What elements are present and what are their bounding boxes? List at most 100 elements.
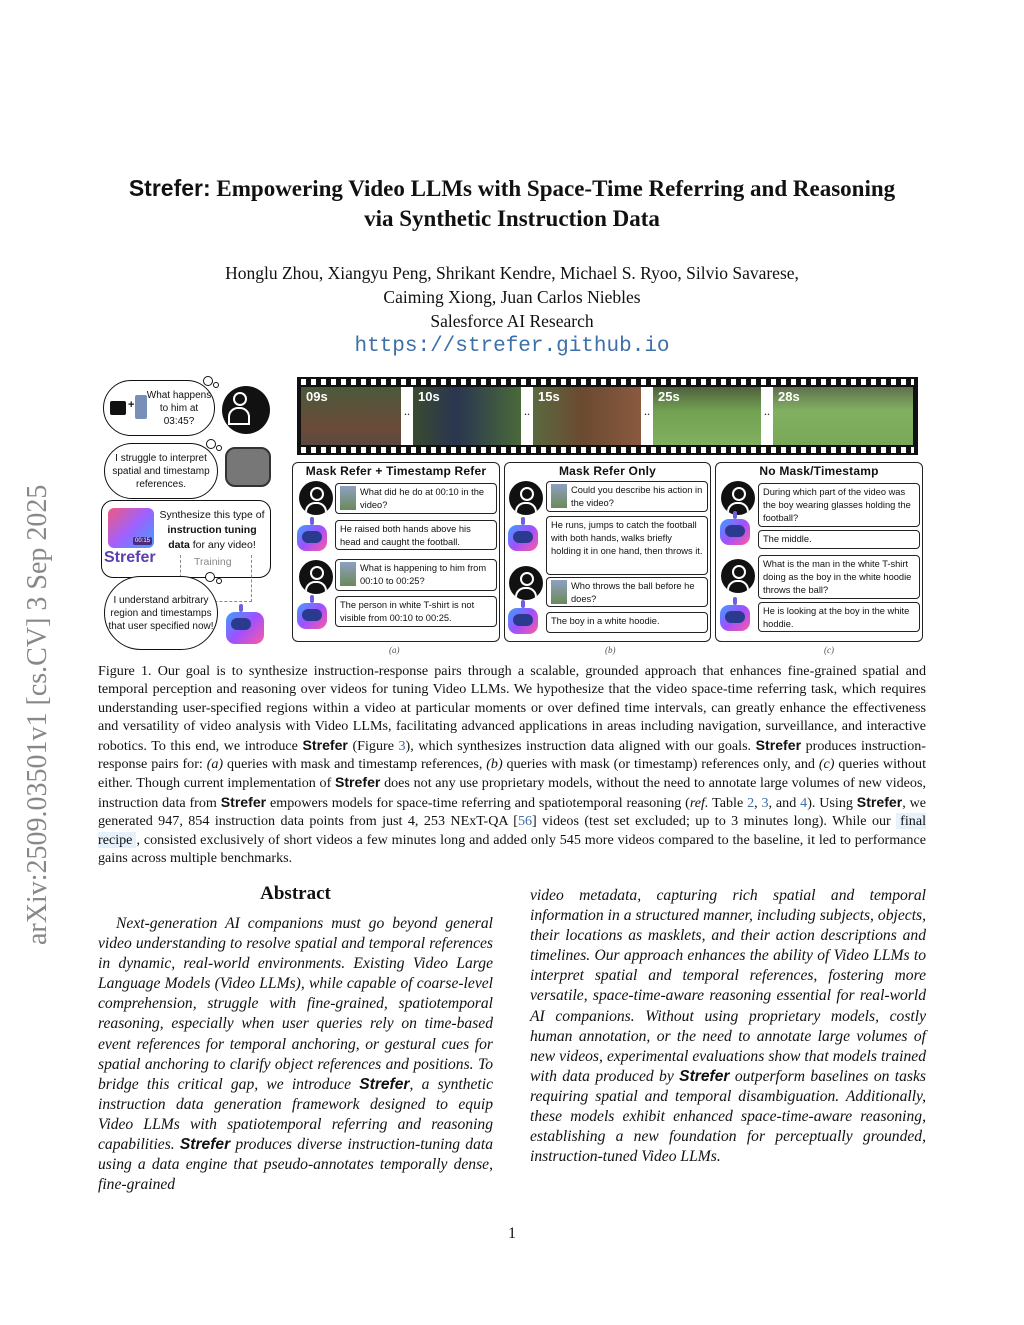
reference-link[interactable]: 56 — [517, 813, 533, 830]
confused-robot-icon — [225, 447, 271, 487]
paper-title: Strefer: Empowering Video LLMs with Spac… — [0, 173, 1024, 234]
text-span: does not any use proprietary models, wit… — [98, 775, 926, 811]
user-avatar-icon — [721, 481, 755, 515]
text-span: produces instruction-response pairs for: — [98, 737, 926, 773]
text-span: , a synthetic instruction data generatio… — [98, 1075, 493, 1154]
trained-robot-icon — [226, 604, 264, 644]
assistant-robot-icon — [297, 517, 327, 551]
text-span: produces diverse instruction-tuning data… — [98, 1136, 494, 1194]
text-span: ), which synthesizes instruction data al… — [405, 737, 756, 754]
understanding-cloud: I understand arbitrary region and timest… — [104, 576, 218, 650]
video-icon — [110, 401, 126, 415]
page-number: 1 — [508, 1225, 516, 1242]
assistant-robot-icon — [720, 511, 750, 545]
assistant-response: He raised both hands above his head and … — [335, 520, 497, 550]
arxiv-identifier: arXiv:2509.03501v1 [cs.CV] 3 Sep 2025 — [22, 484, 53, 945]
text-span: empowers models for space-time referring… — [266, 794, 690, 811]
text-span: , consisted exclusively of short videos … — [98, 831, 926, 867]
abstract-heading: Abstract — [260, 883, 331, 904]
panel-label-b: (b) — [605, 645, 616, 655]
panel-no-mask-timestamp: No Mask/Timestamp During which part of t… — [715, 462, 923, 642]
panel-mask-refer-only: Mask Refer Only Could you describe his a… — [504, 462, 711, 642]
user-avatar-icon — [509, 566, 543, 600]
strefer-name: Strefer — [755, 736, 802, 753]
strefer-name: Strefer — [220, 793, 267, 810]
reference-link[interactable]: 3 — [398, 737, 406, 754]
mask-thumbnail-icon — [135, 395, 147, 419]
user-question-text: What happens to him at 03:45? — [146, 389, 212, 427]
video-frame: 15s — [533, 387, 641, 445]
user-avatar-icon — [222, 386, 270, 434]
confused-text: I struggle to interpret spatial and time… — [112, 452, 210, 490]
text-span: queries without either. Though current i… — [98, 756, 926, 792]
video-frame: 28s — [773, 387, 913, 445]
reference-link[interactable]: 3 — [761, 794, 769, 811]
text-span: ). Using — [807, 794, 857, 811]
user-query: What is happening to him from 00:10 to 0… — [335, 559, 497, 591]
assistant-robot-icon — [720, 597, 750, 631]
title-line2: via Synthetic Instruction Data — [364, 206, 660, 231]
text-span: video metadata, capturing rich spatial a… — [530, 887, 926, 1085]
title-line1: Empowering Video LLMs with Space-Time Re… — [210, 176, 896, 201]
reference-link[interactable]: 2 — [747, 794, 755, 811]
text-span: (b) — [486, 756, 503, 773]
assistant-robot-icon — [297, 595, 327, 629]
text-span: queries with mask (or timestamp) referen… — [502, 756, 819, 773]
reference-link[interactable]: 4 — [800, 794, 808, 811]
strefer-name: Strefer — [679, 1067, 730, 1085]
strefer-name: Strefer — [179, 1136, 231, 1154]
plus-icon: + — [128, 399, 135, 411]
confused-model-cloud: I struggle to interpret spatial and time… — [104, 443, 218, 499]
user-query: During which part of the video was the b… — [758, 483, 920, 527]
title-brand: Strefer: — [128, 175, 211, 201]
affiliation: Salesforce AI Research — [430, 311, 594, 331]
timestamp-badge: 00:15 — [132, 537, 152, 545]
text-span: ] videos (test set excluded; up to 3 min… — [532, 813, 897, 830]
text-span: (c) — [818, 756, 835, 773]
panel-label-a: (a) — [389, 645, 400, 655]
text-span: Table — [708, 794, 748, 811]
training-label: Training — [194, 556, 232, 568]
video-frame: 09s — [301, 387, 401, 445]
text-span: outperform baselines on tasks requiring … — [530, 1067, 926, 1166]
user-thought-cloud: + What happens to him at 03:45? — [103, 380, 215, 436]
assistant-response: He runs, jumps to catch the football wit… — [546, 516, 708, 575]
strefer-brand: Strefer — [104, 549, 156, 566]
user-query: What did he do at 00:10 in the video? — [335, 483, 497, 514]
project-url-link[interactable]: https://strefer.github.io — [354, 335, 670, 358]
panel-label-c: (c) — [824, 645, 834, 655]
strefer-name: Strefer — [856, 793, 903, 810]
user-query: Who throws the ball before he does? — [546, 577, 708, 607]
text-span: queries with mask and timestamp referenc… — [223, 756, 487, 773]
text-span: Figure 1. Our goal is to synthesize inst… — [98, 663, 926, 754]
figure-caption: Figure 1. Our goal is to synthesize inst… — [98, 662, 926, 867]
assistant-response: He is looking at the boy in the white ho… — [758, 602, 920, 632]
video-frame: 25s — [653, 387, 761, 445]
text-span: (Figure — [347, 737, 399, 754]
video-frame: 10s — [413, 387, 521, 445]
assistant-response: The boy in a white hoodie. — [546, 612, 708, 633]
user-avatar-icon — [509, 481, 543, 515]
text-span: Next-generation AI companions must go be… — [98, 915, 493, 1093]
assistant-response: The person in white T-shirt is not visib… — [335, 596, 497, 627]
authors-line2: Caiming Xiong, Juan Carlos Niebles — [383, 287, 641, 307]
user-avatar-icon — [721, 559, 755, 593]
assistant-robot-icon — [508, 600, 538, 634]
authors: Honglu Zhou, Xiangyu Peng, Shrikant Kend… — [0, 261, 1024, 333]
authors-line1: Honglu Zhou, Xiangyu Peng, Shrikant Kend… — [225, 263, 799, 283]
abstract-left-column: Next-generation AI companions must go be… — [98, 914, 493, 1195]
text-span: (a) — [206, 756, 224, 773]
text-span: , and — [768, 794, 801, 811]
user-query: What is the man in the white T-shirt doi… — [758, 555, 920, 599]
text-span: , — [754, 794, 762, 811]
user-avatar-icon — [299, 481, 333, 515]
strefer-logo-icon: 00:15 — [108, 508, 154, 548]
assistant-response: The middle. — [758, 530, 920, 549]
text-span: , we generated 947, 854 instruction data… — [98, 794, 927, 830]
strefer-name: Strefer — [359, 1075, 410, 1093]
synthesize-text: Synthesize this type of instruction tuni… — [159, 509, 265, 551]
strefer-synthesis-box: 00:15 Strefer Synthesize this type of in… — [101, 500, 271, 602]
assistant-robot-icon — [508, 517, 538, 551]
user-query: Could you describe his action in the vid… — [546, 481, 708, 512]
